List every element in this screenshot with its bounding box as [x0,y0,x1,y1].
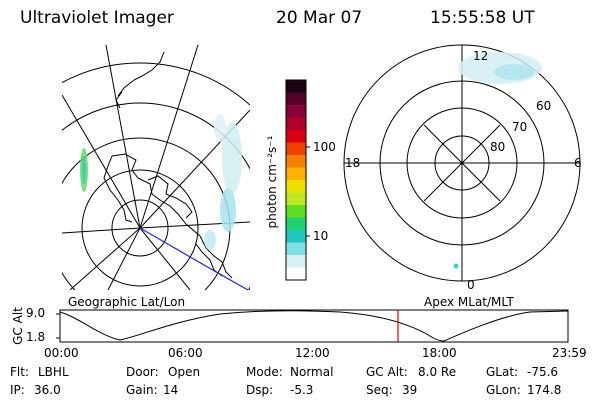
altitude-tick-low: 1.8 [26,330,46,344]
color-scale [285,79,310,281]
mlt-label-18: 18 [345,156,361,170]
auroral-emission [80,114,242,250]
colorbar-segment [286,80,306,93]
lat-circle [62,62,250,106]
mlt-label-6: 6 [574,156,582,170]
meridian-line [69,227,141,290]
colorbar-segment [286,242,306,256]
lat-circle [62,102,250,290]
time-tick-2: 12:00 [295,346,330,360]
ip-value: 36.0 [34,383,61,397]
gain-value: 14 [163,383,179,397]
meridian-line [62,227,141,234]
coastline [103,153,233,279]
coastline [147,175,193,219]
colorbar-segment [286,130,306,143]
colorbar-segment [286,142,306,156]
altitude-tick-high: 9.0 [26,306,46,320]
meridian-line [107,227,141,290]
geographic-map [62,45,250,291]
glon-value: 174.8 [527,383,562,397]
meridian-line [139,227,191,290]
door-label: Door: [126,365,159,379]
gain-label: Gain: [126,383,158,397]
colorbar-segment [286,167,306,181]
altitude-curve [59,310,569,342]
colorbar-unit-label: photon cm⁻²s⁻¹ [265,135,279,229]
mode-label: Mode: [246,365,283,379]
colorbar-segment [286,92,306,106]
polar-grid [343,44,581,282]
lat-circle [111,199,169,257]
colorbar-tick-100: 100 [313,140,336,154]
gcalt-value: 8.0 Re [418,365,457,379]
time-tick-4: 23:59 [552,346,587,360]
geographic-panel-label: Geographic Lat/Lon [68,295,186,309]
satellite-track [139,227,249,291]
dsp-value: -5.3 [290,383,314,397]
colorbar-segment [286,105,306,118]
colorbar-tick-10: 10 [313,229,329,243]
date-label: 20 Mar 07 [276,8,363,28]
colorbar-segment [286,267,306,281]
colorbar-segment [286,255,306,268]
mode-value: Normal [290,365,334,379]
glon-label: GLon: [486,383,521,397]
seq-value: 39 [402,383,418,397]
filter-label: Flt: [10,365,29,379]
lat-circle [81,169,199,287]
altitude-plot [56,309,569,343]
apex-panel-label: Apex MLat/MLT [424,295,514,309]
polar-emission [453,52,542,269]
colorbar-segment [286,230,306,243]
seq-label: Seq: [366,383,393,397]
time-label: 15:55:58 UT [430,8,535,28]
mlt-label-12: 12 [473,49,489,63]
time-tick-1: 06:00 [168,346,203,360]
altitude-axis-label: GC Alt [11,307,25,345]
colorbar-segment [286,180,306,193]
colorbar-segment [286,205,306,218]
colorbar-segment [286,117,306,131]
glat-label: GLat: [486,365,519,379]
dsp-label: Dsp: [246,383,274,397]
glat-value: -75.6 [527,365,559,379]
mlt-label-0: 0 [467,278,475,292]
mlat-label-70: 70 [512,120,528,134]
colorbar-segment [286,155,306,168]
door-value: Open [168,365,201,379]
meridian-line [105,45,141,229]
coastline [115,51,165,109]
mlat-label-80: 80 [490,140,506,154]
colorbar-segment [286,192,306,206]
colorbar-segment [286,217,306,231]
instrument-title: Ultraviolet Imager [20,8,174,28]
ip-label: IP: [10,383,25,397]
time-tick-3: 18:00 [422,346,457,360]
mlat-label-60: 60 [536,99,552,113]
gcalt-label: GC Alt: [366,365,408,379]
time-tick-0: 00:00 [44,346,79,360]
meridian-line [62,94,141,229]
filter-value: LBHL [38,365,69,379]
meridian-line [139,45,199,229]
